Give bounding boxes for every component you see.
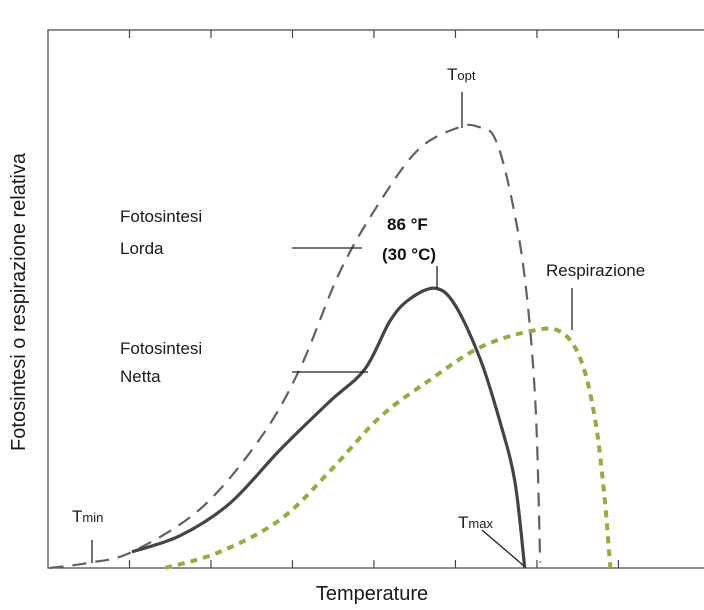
x-axis-label: Temperature	[316, 583, 428, 605]
topt-label: Topt	[447, 65, 476, 84]
series-group	[49, 123, 613, 570]
net-label-line1: Fotosintesi	[120, 339, 202, 358]
plot-frame	[47, 29, 704, 569]
gross-label-line1: Fotosintesi	[120, 207, 202, 226]
series-line-fotosintesi-netta	[131, 286, 527, 569]
tmin-label: Tmin	[72, 507, 103, 526]
series-line-respirazione	[164, 326, 613, 570]
peak-temp-f: 86 °F	[387, 215, 428, 234]
gross-label-line2: Lorda	[120, 239, 164, 258]
tmax-leader	[481, 529, 525, 567]
tmax-label: Tmax	[458, 513, 493, 532]
resp-label: Respirazione	[546, 261, 645, 280]
x-ticks	[128, 30, 620, 568]
y-axis-label: Fotosintesi o respirazione relativa	[8, 152, 30, 451]
series-line-fotosintesi-lorda	[49, 123, 542, 570]
peak-temp-c: (30 °C)	[382, 245, 436, 264]
net-label-line2: Netta	[120, 367, 161, 386]
